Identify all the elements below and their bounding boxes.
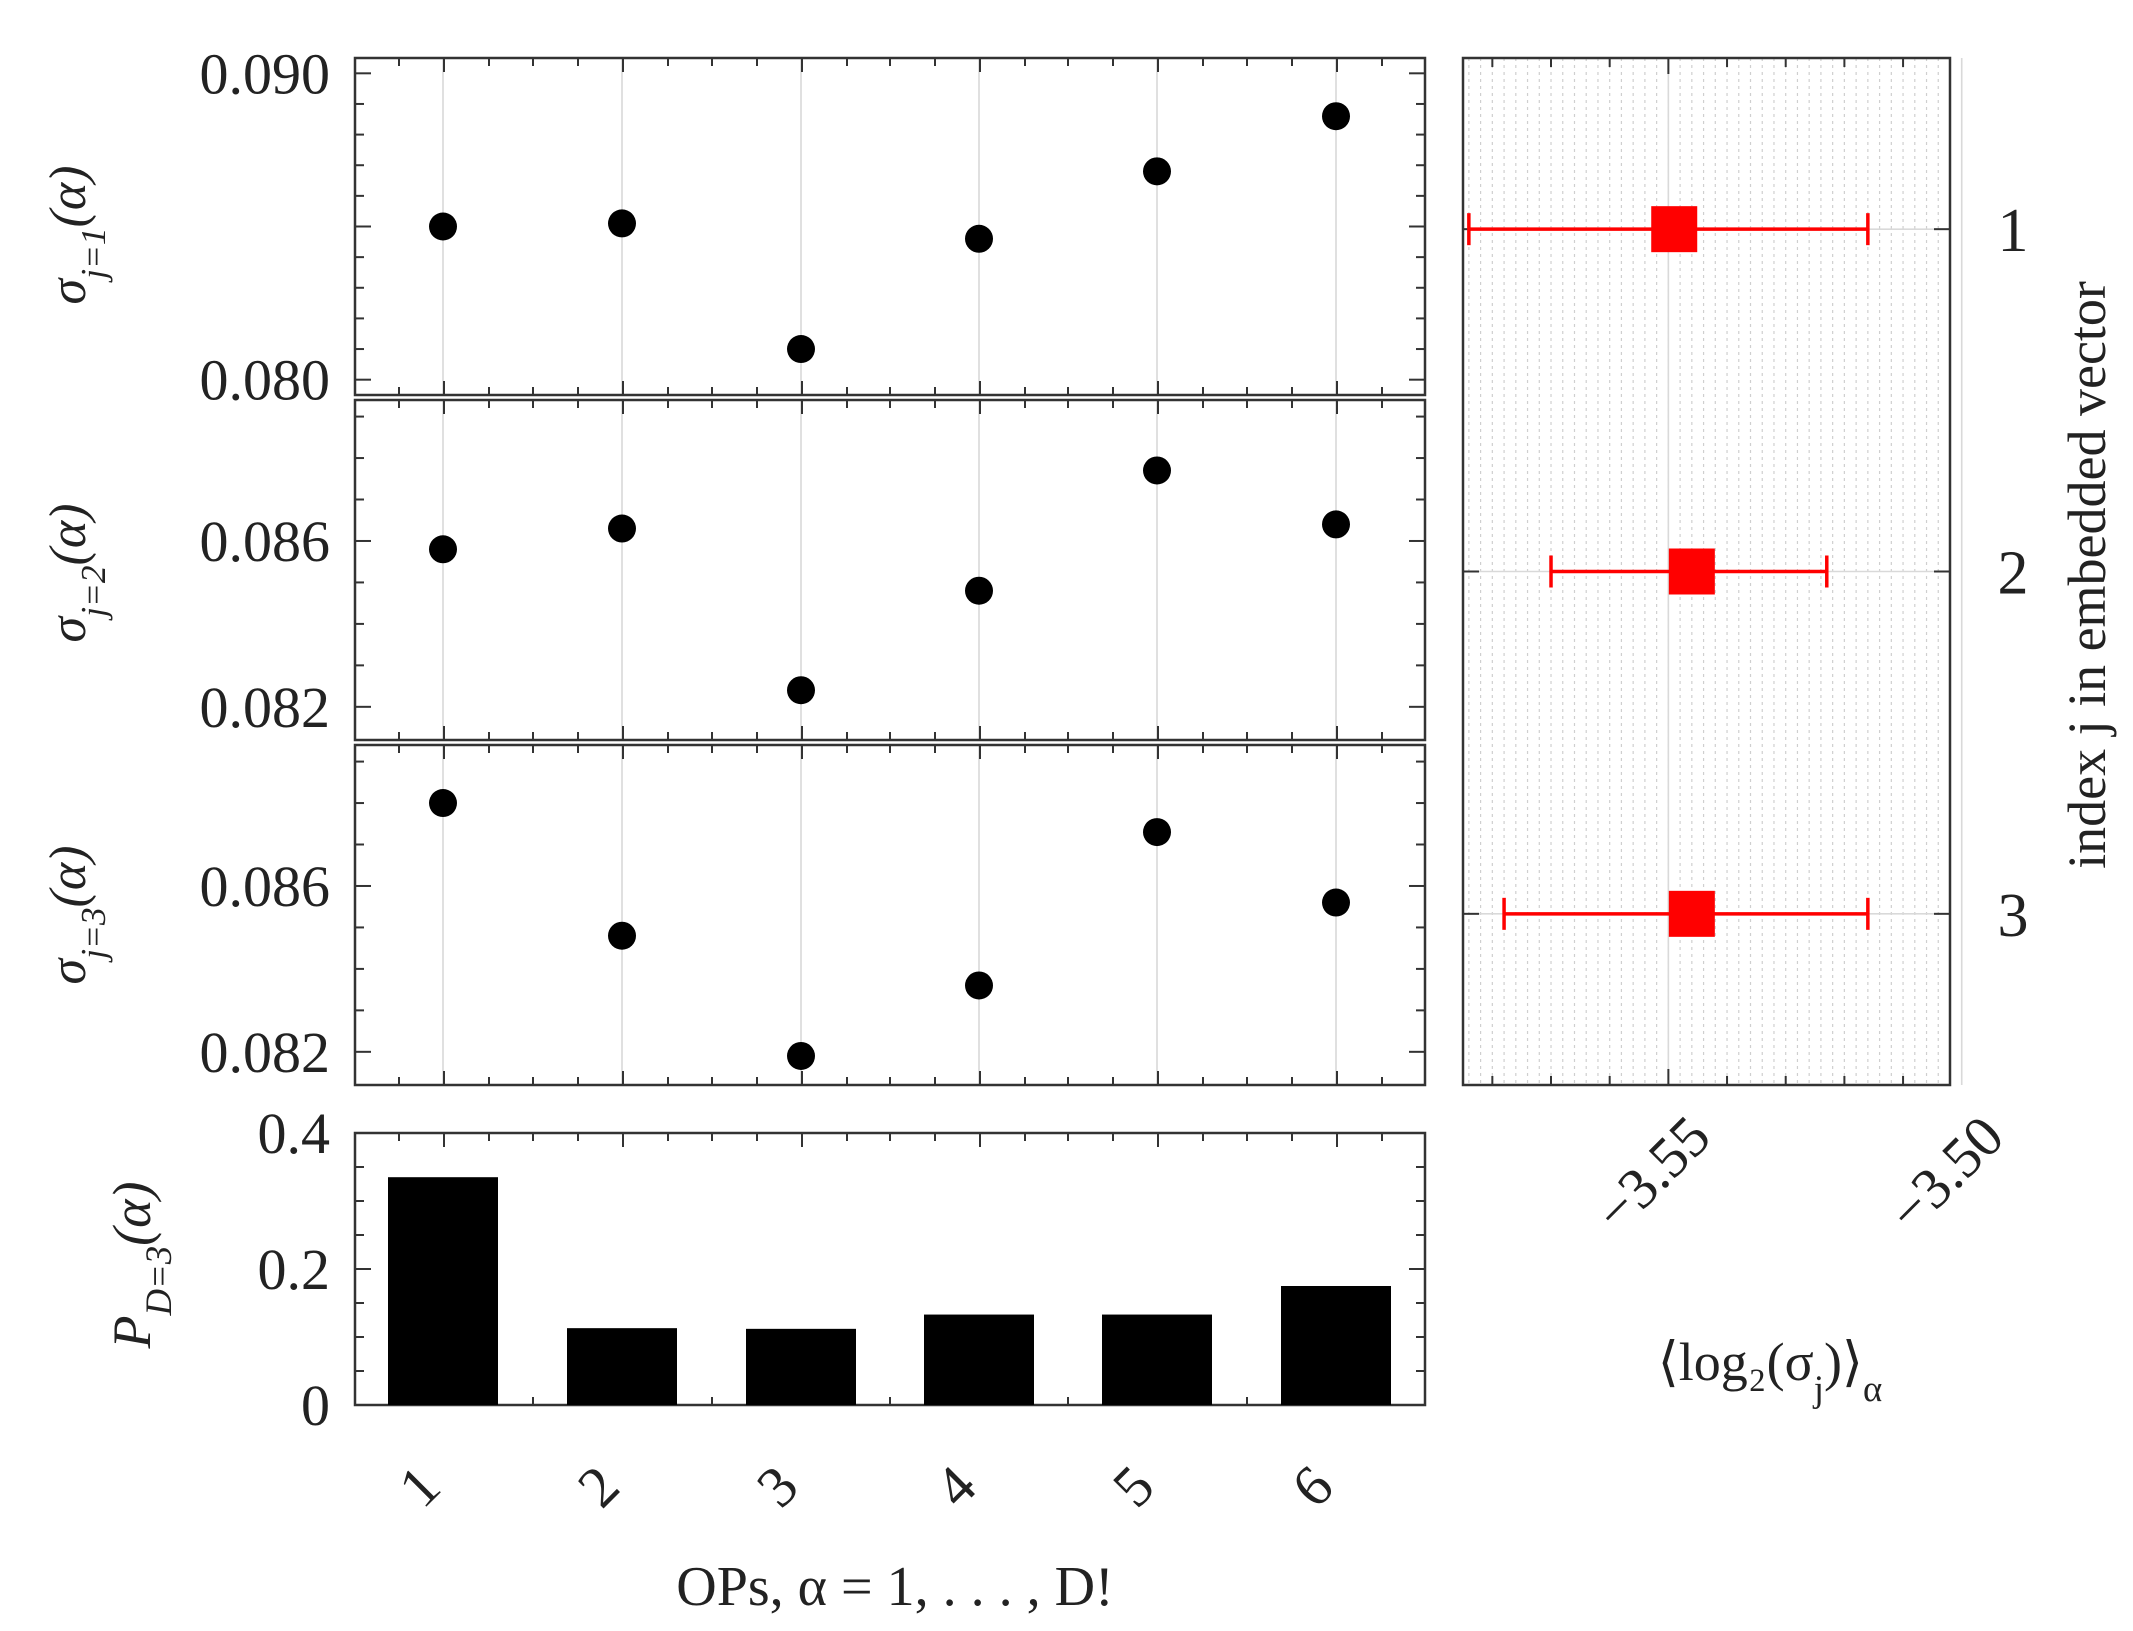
x-tick-label: 2: [565, 1453, 631, 1519]
bar: [924, 1314, 1034, 1405]
data-point: [965, 576, 993, 605]
data-point: [1143, 456, 1171, 485]
x-tick-label: 6: [1279, 1453, 1345, 1519]
sigma-j2-panel: 0.082 0.086: [200, 398, 1427, 742]
y-tick-label: 0.080: [200, 348, 331, 413]
data-point: [1322, 888, 1350, 917]
data-point: [787, 1041, 815, 1070]
x-tick-label: 3: [744, 1453, 810, 1519]
y-tick-label: 3: [1998, 882, 2029, 950]
y-tick-label: 0.082: [200, 675, 331, 740]
data-point: [429, 535, 457, 564]
x-tick-label: 4: [922, 1453, 988, 1519]
data-point: [429, 212, 457, 241]
plot-frame: [353, 398, 1427, 742]
data-point: [965, 224, 993, 253]
data-point: [965, 971, 993, 1000]
data-point: [1322, 510, 1350, 539]
x-tick-label: 5: [1100, 1453, 1166, 1519]
ops-xlabel: OPs, α = 1, . . . , D!: [676, 1556, 1113, 1618]
mean-log-sigma-xlabel: ⟨log₂(σj)⟩α: [1658, 1332, 1883, 1409]
mean-marker: [1668, 548, 1715, 595]
data-point: [1143, 818, 1171, 847]
sigma-j1-panel: 0.080 0.090: [200, 41, 1427, 413]
sigma-j2-ylabel: σj=2(α): [40, 504, 113, 643]
mean-log-sigma-panel: 1 2 3 −3.55 −3.50: [1461, 56, 2029, 1244]
bar: [567, 1328, 677, 1405]
y-tick-label: 0.086: [200, 509, 331, 574]
mean-marker: [1651, 206, 1698, 253]
y-tick-label: 0.2: [258, 1237, 331, 1302]
probability-ylabel: PD=3(α): [102, 1182, 179, 1350]
bar: [1281, 1286, 1391, 1405]
bar: [746, 1328, 856, 1405]
data-point: [1322, 102, 1350, 131]
probability-bar-panel: 0 0.2 0.4 1 2 3 4 5 6: [258, 1101, 1427, 1519]
sigma-j3-ylabel: σj=3(α): [40, 846, 113, 985]
x-tick-label: −3.55: [1582, 1103, 1723, 1244]
data-point: [1143, 157, 1171, 186]
y-tick-label: 0.082: [200, 1020, 331, 1085]
y-tick-label: 1: [1998, 197, 2029, 265]
y-tick-label: 0.090: [200, 41, 331, 106]
bar: [1102, 1314, 1212, 1405]
index-j-ylabel: index j in embedded vector: [2057, 281, 2117, 869]
x-tick-label: −3.50: [1875, 1103, 2016, 1244]
plot-frame: [353, 1131, 1427, 1407]
mean-marker: [1668, 890, 1715, 937]
y-tick-label: 2: [1998, 540, 2029, 608]
y-tick-label: 0: [301, 1373, 330, 1438]
data-point: [429, 789, 457, 818]
data-point: [608, 514, 636, 543]
data-point: [787, 676, 815, 705]
plot-frame: [353, 56, 1427, 397]
x-tick-label: 1: [386, 1453, 452, 1519]
data-point: [787, 335, 815, 364]
sigma-j3-panel: 0.082 0.086: [200, 743, 1427, 1087]
data-point: [608, 921, 636, 950]
bar: [388, 1177, 498, 1405]
plot-frame: [353, 743, 1427, 1087]
y-tick-label: 0.086: [200, 854, 331, 919]
data-point: [608, 209, 636, 238]
y-tick-label: 0.4: [258, 1101, 331, 1166]
sigma-j1-ylabel: σj=1(α): [40, 166, 113, 305]
